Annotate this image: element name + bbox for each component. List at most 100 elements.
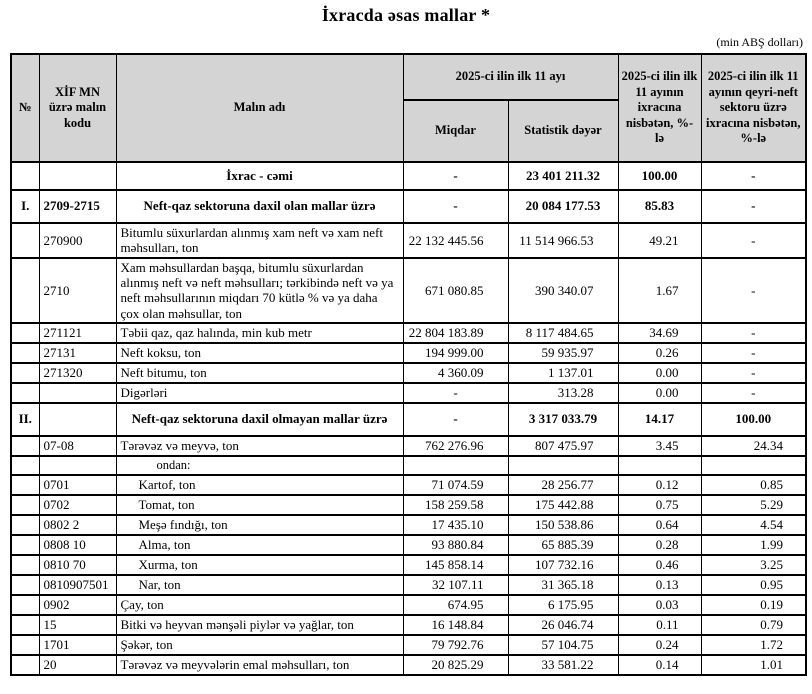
row-share-nonoil-cell: 0.85	[700, 473, 807, 496]
row-share-nonoil-cell: -	[700, 161, 807, 191]
row-name-cell: Neft bitumu, ton	[115, 361, 404, 384]
row-share-total-cell: 0.26	[617, 341, 702, 364]
table-row: 0701 Kartof, ton 71 074.59 28 256.77 0.12 0.8…	[10, 473, 807, 496]
row-quantity-cell: 671 080.85	[402, 256, 509, 324]
header-quantity: Miqdar	[402, 99, 509, 163]
row-number-cell	[10, 341, 40, 364]
row-quantity-cell: 32 107.11	[402, 573, 509, 596]
row-quantity-cell: 16 148.84	[402, 613, 509, 636]
row-share-nonoil-cell: 1.99	[700, 533, 807, 556]
row-stat-value-cell: 313.28	[507, 381, 619, 404]
row-stat-value-cell: 390 340.07	[507, 256, 619, 324]
row-code-cell: 15	[38, 613, 117, 636]
row-code-cell: 27131	[38, 341, 117, 364]
row-share-nonoil-cell: -	[700, 361, 807, 384]
row-share-nonoil-cell: 3.25	[700, 553, 807, 576]
row-quantity-cell: 22 804 183.89	[402, 321, 509, 344]
row-name-cell: Meşə fındığı, ton	[115, 513, 404, 536]
table-row: 0802 2 Meşə fındığı, ton 17 435.10 150 538.…	[10, 513, 807, 536]
row-name-cell: Xam məhsullardan başqa, bitumlu süxurlar…	[115, 256, 404, 324]
row-code-cell: 0902	[38, 593, 117, 616]
row-code-cell: 0810907501	[38, 573, 117, 596]
row-quantity-cell: 674.95	[402, 593, 509, 616]
row-stat-value-cell: 8 117 484.65	[507, 321, 619, 344]
row-number-cell	[10, 553, 40, 576]
row-number-cell: II.	[10, 401, 40, 437]
row-number-cell	[10, 573, 40, 596]
row-number-cell	[10, 434, 40, 457]
row-share-nonoil-cell: 100.00	[700, 401, 807, 437]
row-quantity-cell: 93 880.84	[402, 533, 509, 556]
row-share-total-cell: 0.12	[617, 473, 702, 496]
row-quantity-cell: 20 825.29	[402, 653, 509, 676]
row-number-cell	[10, 222, 40, 259]
table-row: Digərləri -313.28 0.00-	[10, 381, 807, 404]
row-share-total-cell	[617, 454, 702, 476]
row-name-cell: Təbii qaz, qaz halında, min kub metr	[115, 321, 404, 344]
row-code-cell	[38, 381, 117, 404]
table-row: 0702 Tomat, ton 158 259.58 175 442.88 0.75 5.…	[10, 493, 807, 516]
row-name-cell: Neft koksu, ton	[115, 341, 404, 364]
row-name-cell: Çay, ton	[115, 593, 404, 616]
row-share-total-cell: 0.24	[617, 633, 702, 656]
row-code-cell: 270900	[38, 222, 117, 259]
header-code: XİF MN üzrə malın kodu	[38, 53, 117, 163]
table-row: İxrac - cəmi -23 401 211.32 100.00-	[10, 161, 807, 191]
row-quantity-cell: -	[402, 189, 509, 224]
row-stat-value-cell: 28 256.77	[507, 473, 619, 496]
row-name-cell: Neft-qaz sektoruna daxil olan mallar üzr…	[115, 189, 404, 224]
header-share-total-export: 2025-ci ilin ilk 11 ayının ixracına nisb…	[617, 53, 702, 163]
row-name-cell: Kartof, ton	[115, 473, 404, 496]
row-quantity-cell: 158 259.58	[402, 493, 509, 516]
row-number-cell	[10, 613, 40, 636]
row-stat-value-cell: 65 885.39	[507, 533, 619, 556]
header-period-group: 2025-ci ilin ilk 11 ayı	[402, 53, 619, 101]
row-share-total-cell: 100.00	[617, 161, 702, 191]
row-stat-value-cell: 807 475.97	[507, 434, 619, 457]
row-code-cell: 07-08	[38, 434, 117, 457]
row-number-cell	[10, 381, 40, 404]
row-number-cell	[10, 361, 40, 384]
row-name-cell: Tərəvəz və meyvə, ton	[115, 434, 404, 457]
row-code-cell: 1701	[38, 633, 117, 656]
row-number-cell	[10, 533, 40, 556]
row-code-cell: 0702	[38, 493, 117, 516]
row-share-nonoil-cell: -	[700, 321, 807, 344]
row-stat-value-cell: 175 442.88	[507, 493, 619, 516]
table-row: 271121 Təbii qaz, qaz halında, min kub me…	[10, 321, 807, 344]
row-stat-value-cell: 150 538.86	[507, 513, 619, 536]
unit-note: (min ABŞ dolları)	[716, 35, 803, 49]
row-share-total-cell: 14.17	[617, 401, 702, 437]
row-stat-value-cell: 11 514 966.53	[507, 222, 619, 259]
row-name-cell: Bitki və heyvan mənşəli piylər və yağlar…	[115, 613, 404, 636]
row-share-total-cell: 0.03	[617, 593, 702, 616]
row-share-total-cell: 34.69	[617, 321, 702, 344]
row-stat-value-cell: 59 935.97	[507, 341, 619, 364]
row-code-cell: 2710	[38, 256, 117, 324]
row-quantity-cell: 762 276.96	[402, 434, 509, 457]
row-stat-value-cell: 31 365.18	[507, 573, 619, 596]
table-row: 27131 Neft koksu, ton 194 999.00 59 935.97 0…	[10, 341, 807, 364]
row-number-cell: I.	[10, 189, 40, 224]
row-code-cell	[38, 454, 117, 476]
row-code-cell	[38, 161, 117, 191]
row-quantity-cell: 4 360.09	[402, 361, 509, 384]
row-number-cell	[10, 513, 40, 536]
table-row: 0902 Çay, ton 674.95 6 175.95 0.03 0.19	[10, 593, 807, 616]
row-quantity-cell: 194 999.00	[402, 341, 509, 364]
table-row: 1701 Şəkər, ton 79 792.76 57 104.75 0.24 1.72	[10, 633, 807, 656]
row-share-nonoil-cell: 0.95	[700, 573, 807, 596]
header-name: Malın adı	[115, 53, 404, 163]
row-code-cell: 2709-2715	[38, 189, 117, 224]
header-row-1: № XİF MN üzrə malın kodu Malın adı 2025-…	[10, 53, 807, 163]
row-share-nonoil-cell: -	[700, 256, 807, 324]
row-number-cell	[10, 321, 40, 344]
row-share-total-cell: 0.11	[617, 613, 702, 636]
row-share-nonoil-cell: -	[700, 189, 807, 224]
row-name-cell: Digərləri	[115, 381, 404, 404]
row-quantity-cell: -	[402, 381, 509, 404]
row-stat-value-cell: 107 732.16	[507, 553, 619, 576]
table-row: I. 2709-2715 Neft-qaz sektoruna daxil olan…	[10, 189, 807, 224]
row-name-cell: Tomat, ton	[115, 493, 404, 516]
row-share-total-cell: 0.28	[617, 533, 702, 556]
